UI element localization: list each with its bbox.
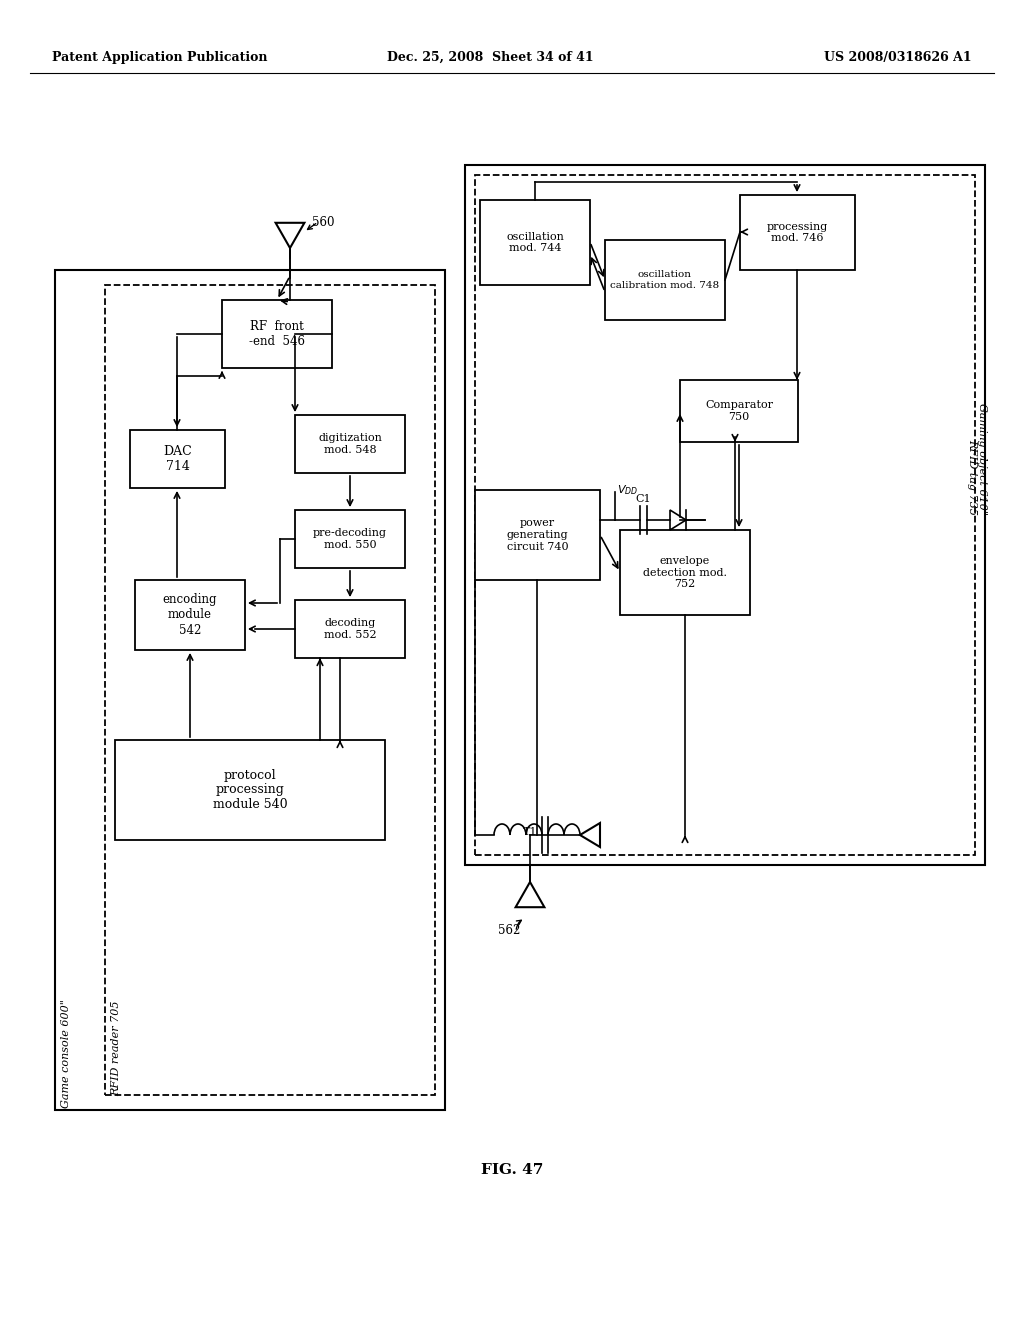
Bar <box>115 741 385 840</box>
Text: oscillation
mod. 744: oscillation mod. 744 <box>506 232 564 253</box>
Text: US 2008/0318626 A1: US 2008/0318626 A1 <box>824 50 972 63</box>
Text: $V_{DD}$: $V_{DD}$ <box>617 483 638 498</box>
Text: Comparator
750: Comparator 750 <box>705 400 773 422</box>
Text: Game console 600": Game console 600" <box>61 999 71 1107</box>
Bar <box>480 201 590 285</box>
Bar <box>475 176 975 855</box>
Text: DAC
714: DAC 714 <box>163 445 191 473</box>
Bar <box>295 510 406 568</box>
Text: protocol
processing
module 540: protocol processing module 540 <box>213 768 288 812</box>
Text: decoding
mod. 552: decoding mod. 552 <box>324 618 376 640</box>
Bar <box>222 300 332 368</box>
Text: processing
mod. 746: processing mod. 746 <box>767 222 828 243</box>
Bar <box>605 240 725 319</box>
Text: oscillation
calibration mod. 748: oscillation calibration mod. 748 <box>610 271 720 289</box>
Text: Gaming object 610": Gaming object 610" <box>977 403 987 515</box>
Bar <box>295 601 406 657</box>
Text: encoding
module
542: encoding module 542 <box>163 594 217 636</box>
Bar <box>55 271 445 1110</box>
Text: 560: 560 <box>312 215 335 228</box>
Text: FIG. 47: FIG. 47 <box>481 1163 543 1177</box>
Bar <box>130 430 225 488</box>
Text: T1: T1 <box>522 828 538 837</box>
Text: pre-decoding
mod. 550: pre-decoding mod. 550 <box>313 528 387 550</box>
Bar <box>465 165 985 865</box>
Text: 562: 562 <box>498 924 520 936</box>
Bar <box>105 285 435 1096</box>
Bar <box>135 579 245 649</box>
Text: envelope
detection mod.
752: envelope detection mod. 752 <box>643 556 727 589</box>
Text: digitization
mod. 548: digitization mod. 548 <box>318 433 382 455</box>
Bar <box>475 490 600 579</box>
Text: power
generating
circuit 740: power generating circuit 740 <box>507 519 568 552</box>
Bar <box>680 380 798 442</box>
Bar <box>295 414 406 473</box>
Text: Dec. 25, 2008  Sheet 34 of 41: Dec. 25, 2008 Sheet 34 of 41 <box>387 50 593 63</box>
Text: C1: C1 <box>635 494 651 504</box>
Bar <box>620 531 750 615</box>
Bar <box>740 195 855 271</box>
Text: RFID tag 735: RFID tag 735 <box>967 440 977 515</box>
Text: RFID reader 705: RFID reader 705 <box>111 1001 121 1096</box>
Text: Patent Application Publication: Patent Application Publication <box>52 50 267 63</box>
Text: RF  front
-end  546: RF front -end 546 <box>249 319 305 348</box>
